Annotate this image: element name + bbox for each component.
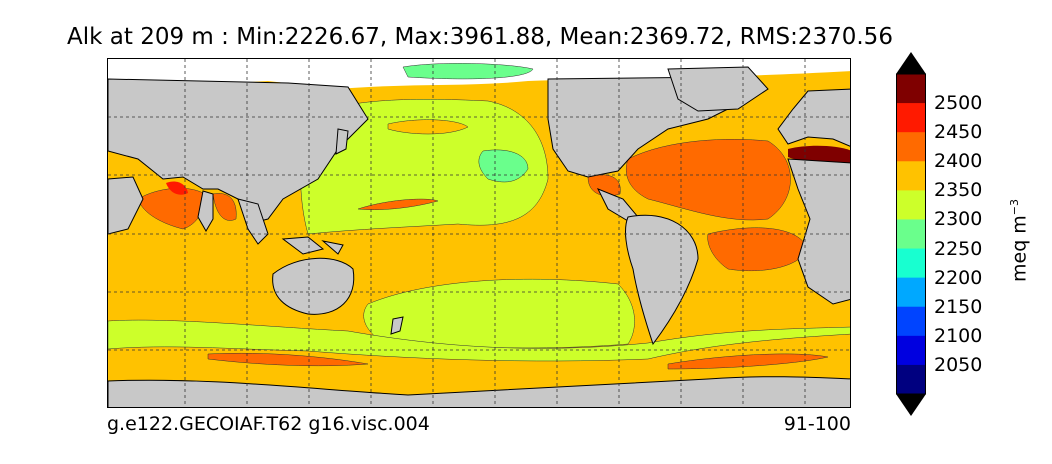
colorbar-bin — [896, 103, 926, 133]
southern-ocean-2300 — [108, 319, 850, 362]
colorbar-bin — [896, 132, 926, 162]
colorbar-bin — [896, 306, 926, 337]
colorbar-tick-label: 2250 — [934, 237, 983, 260]
north-pacific-2250 — [478, 149, 529, 183]
colorbar-bin — [896, 190, 926, 220]
so-streak-2 — [667, 353, 829, 370]
colorbar-outline — [896, 73, 926, 395]
colorbar-bin — [896, 335, 926, 366]
colorbar — [896, 52, 926, 416]
colorbar-tick-label: 2300 — [934, 208, 983, 231]
colorbar-bin — [896, 248, 926, 279]
so-streak-1 — [207, 352, 369, 367]
colorbar-bin — [896, 219, 926, 250]
south-atlantic-2400 — [707, 227, 809, 272]
colorbar-tick-label: 2150 — [934, 295, 983, 318]
colorbar-tick-label: 2200 — [934, 266, 983, 289]
map-panel — [107, 58, 851, 408]
colorbar-tick-label: 2350 — [934, 179, 983, 202]
colorbar-bin — [896, 161, 926, 191]
colorbar-tick-label: 2100 — [934, 324, 983, 347]
colorbar-tick-label: 2500 — [934, 92, 983, 115]
kuroshio-band — [387, 119, 469, 135]
colorbar-bin — [896, 364, 926, 395]
colorbar-bin — [896, 74, 926, 104]
bay-of-bengal-2400 — [212, 193, 237, 221]
run-name-caption: g.e122.GECOIAF.T62 g16.visc.004 — [107, 413, 430, 435]
red-sea-2450 — [166, 181, 188, 195]
colorbar-unit: meq m−3 — [1008, 198, 1031, 282]
colorbar-bin — [896, 277, 926, 308]
colorbar-tick-label: 2400 — [934, 150, 983, 173]
colorbar-upper-extend — [896, 52, 926, 74]
colorbar-lower-extend — [896, 394, 926, 416]
north-atlantic-2400 — [625, 139, 791, 221]
colorbar-tick-label: 2450 — [934, 121, 983, 144]
equatorial-streak — [357, 198, 439, 210]
year-range-caption: 91-100 — [783, 413, 851, 435]
arctic-green — [402, 63, 534, 80]
world-map — [108, 59, 850, 407]
land — [108, 66, 850, 407]
figure-title: Alk at 209 m : Min:2226.67, Max:3961.88,… — [67, 24, 893, 50]
gulf-mexico-2400 — [587, 174, 621, 197]
colorbar-tick-label: 2050 — [934, 353, 983, 376]
north-pacific-2300 — [300, 99, 549, 235]
gridlines — [108, 59, 850, 407]
